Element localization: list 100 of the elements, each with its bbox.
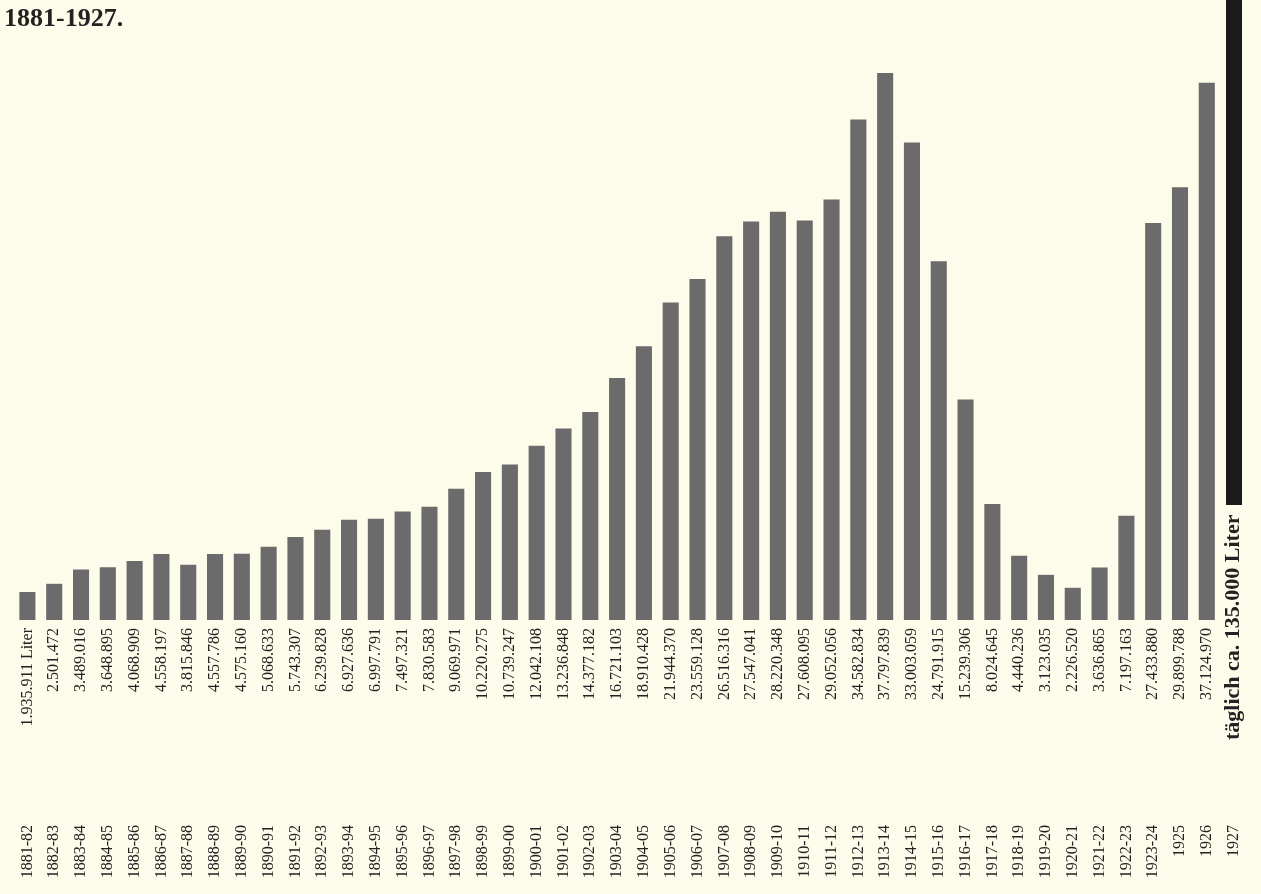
x-tick-label: 1908-09 <box>741 825 759 879</box>
x-tick-label: 1925 <box>1170 825 1188 857</box>
bar <box>1118 515 1135 620</box>
x-tick-label: 1889-90 <box>232 825 250 879</box>
x-tick-label: 1915-16 <box>928 825 946 879</box>
x-tick-label: 1911-12 <box>821 825 839 878</box>
data-label: 1.935.911 Liter <box>17 627 35 727</box>
bar <box>1145 223 1162 620</box>
x-tick-label: 1907-08 <box>714 825 732 879</box>
data-label: 6.997.791 <box>366 628 384 692</box>
x-tick-label: 1926 <box>1197 825 1214 857</box>
bar <box>823 199 840 620</box>
x-tick-label: 1903-04 <box>607 825 625 879</box>
data-label: 4.575.160 <box>232 628 250 692</box>
bar <box>180 564 197 620</box>
data-label: 21.944.370 <box>660 628 678 700</box>
data-label: 18.910.428 <box>634 628 652 700</box>
bar <box>99 567 116 620</box>
bar <box>903 142 920 620</box>
data-label: 3.636.865 <box>1089 628 1107 692</box>
x-tick-label: 1912-13 <box>848 825 866 879</box>
data-label: 12.042.108 <box>526 628 544 700</box>
bar <box>341 519 358 620</box>
data-label: 29.052.056 <box>821 628 839 700</box>
data-label: 7.197.163 <box>1116 628 1134 692</box>
x-tick-label: 1902-03 <box>580 825 598 879</box>
data-label: 2.226.520 <box>1062 628 1080 692</box>
bar <box>1011 555 1028 620</box>
x-tick-label: 1923-24 <box>1143 825 1161 879</box>
x-tick-label: 1887-88 <box>178 825 196 879</box>
data-label: 23.559.128 <box>687 628 705 700</box>
bar <box>850 119 867 620</box>
x-tick-label: 1920-21 <box>1062 825 1080 879</box>
bar <box>984 503 1001 620</box>
data-label: 13.236.848 <box>553 628 571 700</box>
x-tick-label: 1916-17 <box>955 825 973 879</box>
x-tick-label: 1900-01 <box>526 825 544 879</box>
text: täglich ca. 135.000 Liter <box>1219 514 1245 740</box>
x-tick-label: 1901-02 <box>553 825 571 879</box>
bar <box>153 554 170 620</box>
x-tick-label: 1895-96 <box>392 825 410 879</box>
data-label: 10.220.275 <box>473 628 491 700</box>
bar <box>555 428 572 620</box>
x-tick-label: 1894-95 <box>366 825 384 879</box>
bar <box>421 506 438 620</box>
data-label: 3.123.035 <box>1036 628 1054 692</box>
bar <box>206 554 224 620</box>
data-label: 4.068.909 <box>124 628 142 692</box>
bar <box>501 464 518 620</box>
data-label: 24.791.915 <box>928 628 946 700</box>
data-label: 34.582.834 <box>848 628 866 700</box>
data-label: 3.489.016 <box>71 628 89 692</box>
data-label: 10.739.247 <box>500 628 518 700</box>
x-tick-label: 1906-07 <box>687 825 705 879</box>
bar <box>1171 187 1189 620</box>
bar <box>582 411 599 620</box>
data-label: 14.377.182 <box>580 628 598 700</box>
x-tick-label: 1882-83 <box>44 825 62 879</box>
bar <box>126 561 143 620</box>
x-tick-label: 1888-89 <box>205 825 223 879</box>
data-label: 37.124.970 <box>1197 628 1214 700</box>
x-tick-label: 1919-20 <box>1036 825 1054 879</box>
data-label: 7.830.583 <box>419 628 437 692</box>
bar <box>46 583 63 620</box>
x-tick-label: 1899-00 <box>500 825 518 879</box>
data-label: 4.558.197 <box>151 628 169 692</box>
bar <box>957 399 974 620</box>
data-label: 28.220.348 <box>768 628 786 700</box>
bar <box>1091 567 1108 620</box>
chart-title: 1881-1927. <box>4 3 124 33</box>
x-tick-label: 1914-15 <box>902 825 920 879</box>
data-label: 4.440.236 <box>1009 628 1027 692</box>
bar <box>528 445 545 620</box>
data-label: 37.797.839 <box>875 628 893 700</box>
bar <box>743 221 760 620</box>
data-label: 5.743.307 <box>285 628 303 692</box>
x-tick-label: 1886-87 <box>151 825 169 879</box>
bar <box>635 346 652 620</box>
x-tick-label: 1927 <box>1223 825 1241 857</box>
x-tick-label: 1883-84 <box>71 825 89 879</box>
x-tick-label: 1897-98 <box>446 825 464 879</box>
data-label: 26.516.316 <box>714 628 732 700</box>
bar <box>662 302 679 620</box>
data-label: 27.433.880 <box>1143 628 1161 700</box>
x-tick-label: 1893-94 <box>339 825 357 879</box>
x-tick-label: 1884-85 <box>98 825 116 879</box>
x-tick-label: 1892-93 <box>312 825 330 879</box>
data-label: 6.239.828 <box>312 628 330 692</box>
x-tick-label: 1905-06 <box>660 825 678 879</box>
x-tick-label: 1913-14 <box>875 825 893 879</box>
bar <box>1198 82 1215 620</box>
bar <box>367 518 384 620</box>
bar <box>930 261 947 620</box>
data-label: 8.024.645 <box>982 628 1000 692</box>
x-tick-label: 1918-19 <box>1009 825 1027 879</box>
data-label: 9.069.971 <box>446 628 464 692</box>
data-label: 6.927.636 <box>339 628 357 692</box>
x-tick-label: 1891-92 <box>285 825 303 879</box>
x-tick-label: 1910-11 <box>794 825 812 878</box>
data-label: 5.068.633 <box>258 628 276 692</box>
